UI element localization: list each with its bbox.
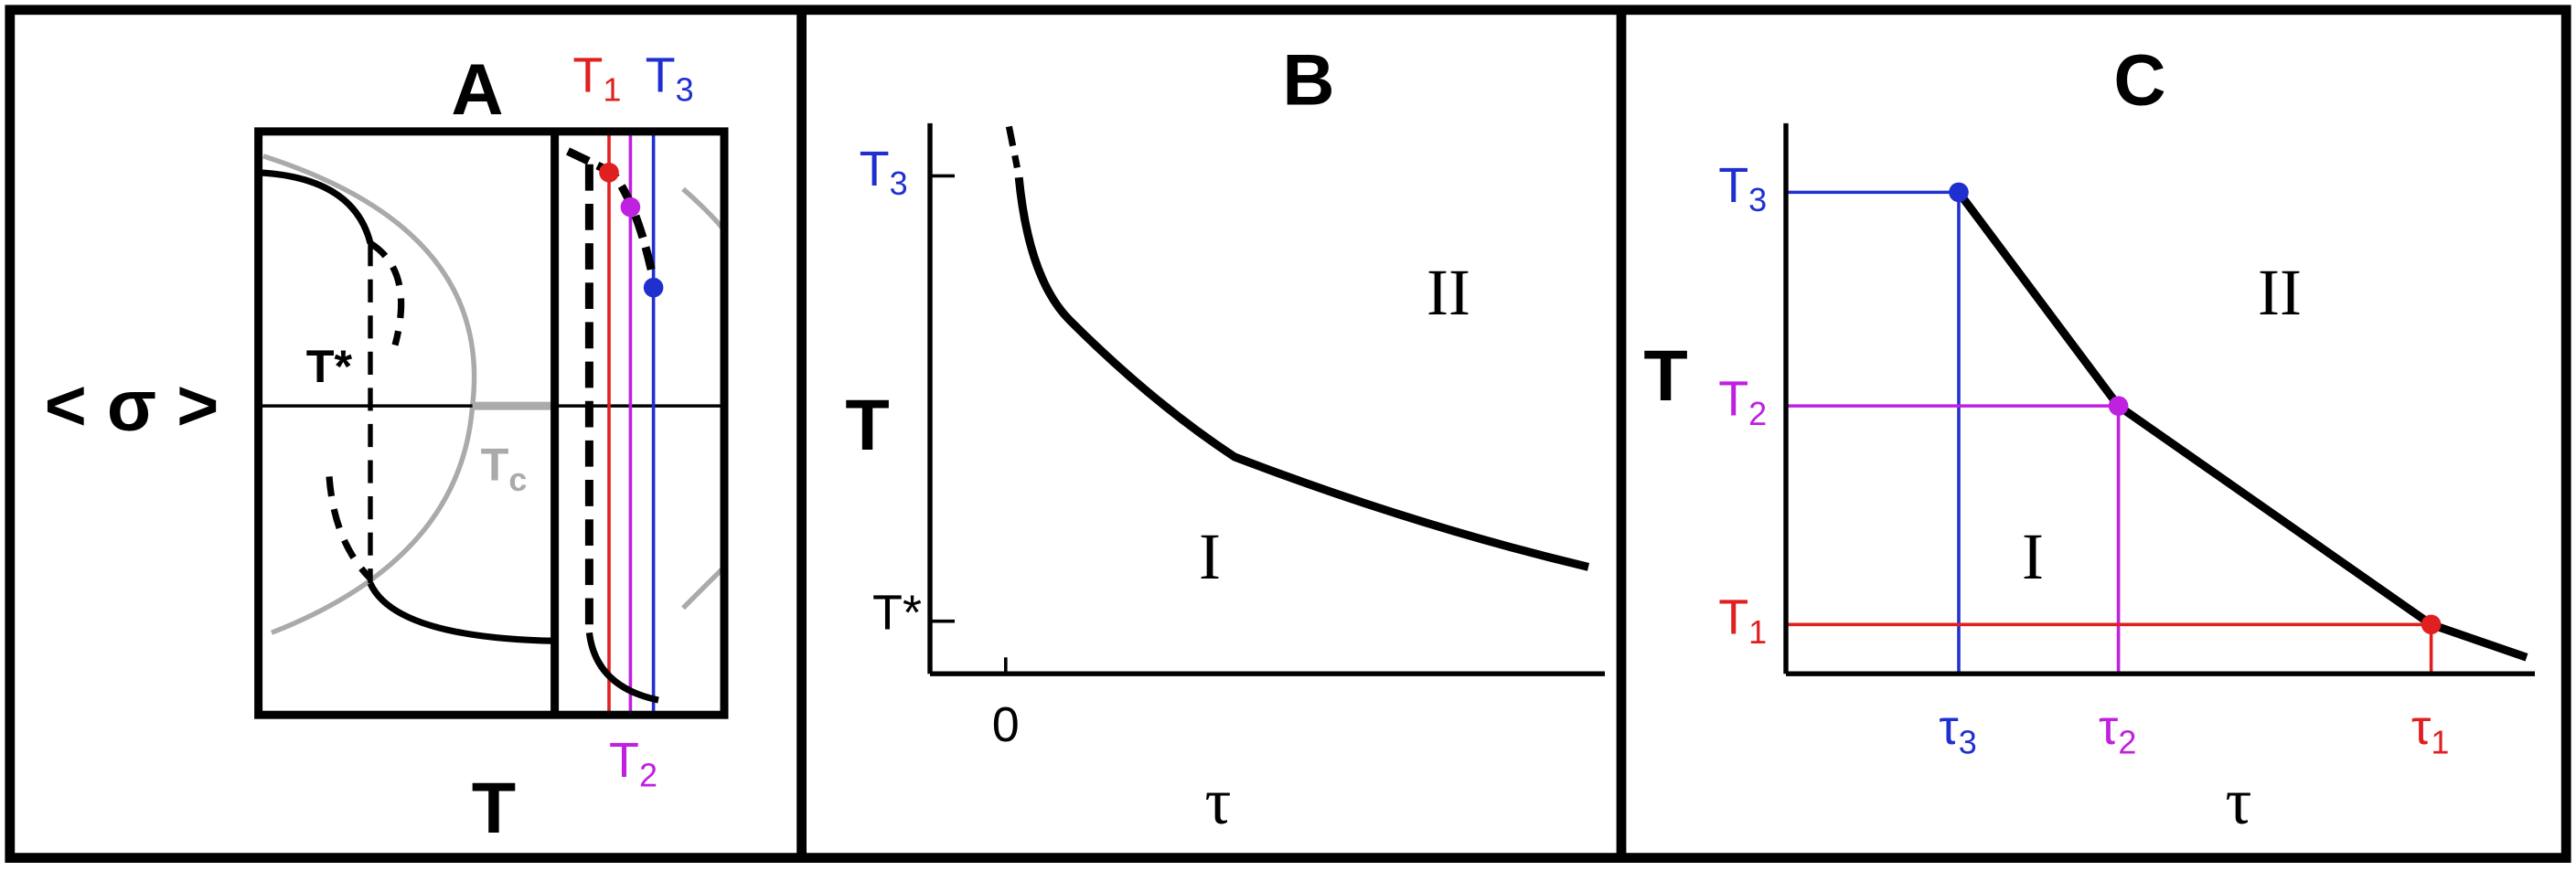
point: [1949, 182, 1969, 203]
panel-label: B: [1282, 38, 1334, 120]
y-axis-label: T: [1643, 335, 1687, 416]
region-label: I: [1199, 520, 1221, 593]
tick-label: T3: [1718, 158, 1767, 218]
black-curve: [367, 581, 555, 644]
panel-c: C T τ T3 T2 T1 τ3 τ2 τ1 I II: [1643, 38, 2535, 838]
tick-label: T2: [1718, 372, 1767, 432]
subscript: 1: [2431, 723, 2449, 760]
panel-a: A < σ > T T* Tc T1 T3 T2: [45, 48, 729, 848]
tick-label: T3: [860, 142, 908, 202]
subscript: 3: [890, 165, 908, 202]
subscript: c: [508, 460, 527, 497]
subscript: 3: [676, 70, 694, 108]
dashed-curve: [1005, 125, 1021, 169]
boundary-line: [1955, 189, 2528, 662]
text: τ: [2411, 700, 2431, 755]
x-axis-label: τ: [2226, 765, 2252, 838]
dashed-curve: [326, 476, 373, 581]
text: T: [1718, 158, 1748, 213]
black-curve: [258, 169, 374, 245]
region-label: I: [2022, 520, 2044, 593]
subscript: 1: [1748, 613, 1767, 651]
panel-label: C: [2113, 38, 2165, 120]
text: τ: [1939, 700, 1958, 755]
subscript: 2: [1748, 394, 1767, 431]
subscript: 2: [2118, 723, 2136, 760]
y-axis-label: < σ >: [45, 364, 219, 445]
subscript: 1: [603, 70, 621, 108]
text: T: [481, 439, 509, 491]
text: T: [860, 142, 890, 197]
text: T: [609, 733, 639, 788]
subscript: 3: [1748, 181, 1767, 218]
annotation: T*: [306, 340, 353, 392]
point: [599, 163, 619, 183]
point: [643, 277, 664, 298]
tick-label: T*: [872, 586, 922, 641]
point: [2421, 614, 2442, 635]
tick-label: τ1: [2411, 700, 2449, 760]
text: T: [1718, 372, 1748, 427]
frame: [254, 127, 729, 719]
boundary-curve: [1014, 176, 1590, 571]
subscript: 2: [639, 756, 657, 793]
x-axis-label: τ: [1205, 765, 1232, 838]
text: T: [646, 48, 676, 103]
annotation: T3: [646, 48, 694, 109]
point: [2108, 396, 2129, 416]
annotation: T2: [609, 733, 657, 793]
tick-label: T1: [1718, 590, 1767, 651]
point: [620, 197, 641, 218]
black-curve: [585, 632, 659, 704]
tick-label: τ2: [2099, 700, 2136, 760]
text: T: [572, 48, 603, 103]
y-axis-label: T: [845, 384, 889, 465]
text: T: [1718, 590, 1748, 645]
annotation: Tc: [481, 439, 528, 498]
tick-label: 0: [992, 697, 1020, 752]
annotation: T1: [572, 48, 621, 109]
tick-label: τ3: [1939, 700, 1976, 760]
panel-label: A: [451, 48, 503, 130]
text: τ: [2099, 700, 2118, 755]
outer-border: [5, 5, 2571, 864]
x-axis-label: T: [472, 767, 516, 848]
region-label: II: [2258, 256, 2302, 329]
region-label: II: [1427, 256, 1470, 329]
panel-b: B T τ 0 T3 T* I II: [845, 38, 1605, 838]
subscript: 3: [1959, 723, 1977, 760]
dashed-curve: [368, 240, 405, 346]
